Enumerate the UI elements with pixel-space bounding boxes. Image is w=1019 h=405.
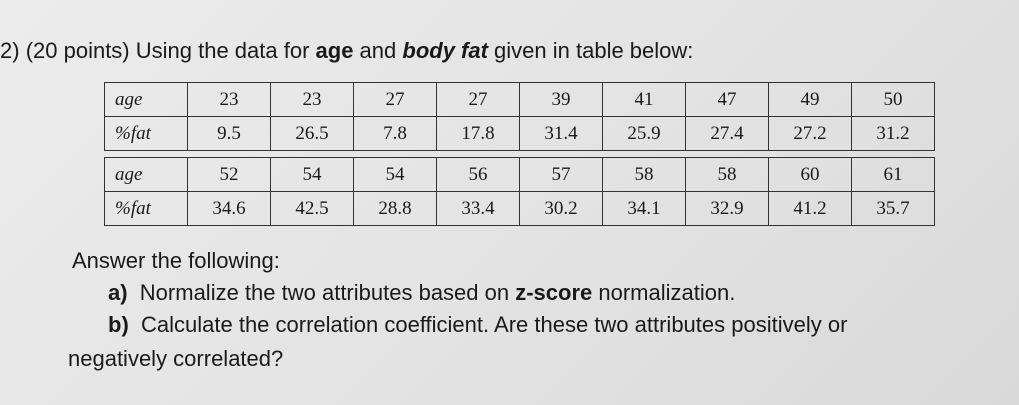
table-cell: 49 bbox=[768, 82, 852, 117]
table-cell: 32.9 bbox=[685, 191, 769, 226]
table-cell: 39 bbox=[519, 82, 603, 117]
table-row-age: age 23 23 27 27 39 41 47 49 50 bbox=[104, 82, 935, 117]
table-cell: 52 bbox=[187, 157, 271, 192]
table-row-age: age 52 54 54 56 57 58 58 60 61 bbox=[104, 157, 935, 192]
table-cell: 47 bbox=[685, 82, 769, 117]
table-cell: 17.8 bbox=[436, 116, 520, 151]
intro-text: (20 points) Using the data for bbox=[25, 38, 316, 63]
row-label: %fat bbox=[104, 191, 188, 226]
table-cell: 27 bbox=[353, 82, 437, 117]
part-a: a) Normalize the two attributes based on… bbox=[108, 280, 735, 306]
table-cell: 58 bbox=[685, 157, 769, 192]
table-cell: 61 bbox=[851, 157, 935, 192]
intro-post: given in table below: bbox=[487, 38, 694, 63]
table-cell: 27.4 bbox=[685, 116, 769, 151]
part-b-label: b) bbox=[108, 312, 129, 337]
row-label: age bbox=[104, 82, 188, 117]
row-label: age bbox=[104, 157, 188, 192]
bold-age: age bbox=[315, 38, 354, 63]
table-cell: 41 bbox=[602, 82, 686, 117]
table-cell: 54 bbox=[353, 157, 437, 192]
row-label: %fat bbox=[104, 116, 188, 151]
table-cell: 23 bbox=[187, 82, 271, 117]
table-cell: 54 bbox=[270, 157, 354, 192]
question-title: 2) (20 points) Using the data for age an… bbox=[0, 38, 693, 64]
question-number: 2) bbox=[0, 38, 20, 63]
intro-mid: and bbox=[353, 38, 403, 63]
table-cell: 27 bbox=[436, 82, 520, 117]
data-table-2: age 52 54 54 56 57 58 58 60 61 %fat 34.6 42.5 28.8 33.… bbox=[104, 157, 935, 226]
table-cell: 23 bbox=[270, 82, 354, 117]
table-cell: 30.2 bbox=[519, 191, 603, 226]
answer-heading: Answer the following: bbox=[72, 248, 280, 273]
table-cell: 35.7 bbox=[851, 191, 935, 226]
part-b: b) Calculate the correlation coefficient… bbox=[108, 312, 847, 338]
part-a-label: a) bbox=[108, 280, 128, 305]
part-a-text: Normalize the two attributes based on bbox=[139, 280, 516, 305]
table-cell: 41.2 bbox=[768, 191, 852, 226]
table-cell: 28.8 bbox=[353, 191, 437, 226]
table-cell: 50 bbox=[851, 82, 935, 117]
table-cell: 34.6 bbox=[187, 191, 271, 226]
part-b-continued: negatively correlated? bbox=[68, 346, 284, 371]
table-cell: 27.2 bbox=[768, 116, 852, 151]
table-cell: 58 bbox=[602, 157, 686, 192]
table-cell: 31.2 bbox=[851, 116, 935, 151]
data-table-1: age 23 23 27 27 39 41 47 49 50 %fat 9.5 26.5 7.8 17.8 3… bbox=[104, 82, 935, 151]
table-cell: 9.5 bbox=[187, 116, 271, 151]
table-cell: 34.1 bbox=[602, 191, 686, 226]
table-cell: 56 bbox=[436, 157, 520, 192]
table-row-fat: %fat 34.6 42.5 28.8 33.4 30.2 34.1 32.9 41.2 35.7 bbox=[104, 191, 935, 226]
part-a-post: normalization. bbox=[592, 280, 736, 305]
table-cell: 26.5 bbox=[270, 116, 354, 151]
table-cell: 33.4 bbox=[436, 191, 520, 226]
table-cell: 42.5 bbox=[270, 191, 354, 226]
table-row-fat: %fat 9.5 26.5 7.8 17.8 31.4 25.9 27.4 27.2 31.2 bbox=[104, 116, 935, 151]
table-cell: 31.4 bbox=[519, 116, 603, 151]
table-cell: 7.8 bbox=[353, 116, 437, 151]
table-cell: 60 bbox=[768, 157, 852, 192]
part-b-text: Calculate the correlation coefficient. A… bbox=[141, 312, 848, 337]
bold-body-fat: body fat bbox=[402, 38, 488, 63]
z-score-bold: z-score bbox=[515, 280, 593, 305]
table-cell: 57 bbox=[519, 157, 603, 192]
table-cell: 25.9 bbox=[602, 116, 686, 151]
